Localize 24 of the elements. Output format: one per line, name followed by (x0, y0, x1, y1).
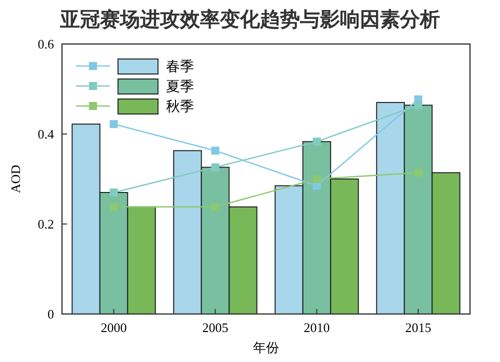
point (211, 202, 220, 211)
legend-label: 秋季 (166, 99, 194, 115)
legend-label: 夏季 (166, 79, 194, 95)
x-tick-label: 2015 (405, 320, 432, 335)
x-tick-label: 2000 (100, 320, 127, 335)
point (312, 175, 321, 183)
point (211, 146, 220, 155)
y-tick-label: 0.4 (38, 126, 54, 142)
y-tick-label: 0 (48, 306, 54, 322)
x-axis-title: 年份 (253, 340, 279, 355)
x-tick-label: 2010 (304, 320, 330, 335)
point (110, 202, 118, 211)
x-tick-label: 2005 (202, 320, 228, 335)
point (312, 138, 321, 146)
point (110, 188, 118, 196)
point (414, 168, 422, 177)
point (211, 163, 220, 172)
y-tick-label: 0.6 (38, 36, 54, 52)
y-axis-title: AOD (8, 164, 23, 194)
point (110, 120, 118, 128)
point (414, 101, 422, 110)
chart-title: 亚冠赛场进攻效率变化趋势与影响因素分析 (59, 7, 440, 31)
legend-label: 春季 (166, 59, 194, 75)
y-tick-label: 0.2 (38, 216, 54, 232)
